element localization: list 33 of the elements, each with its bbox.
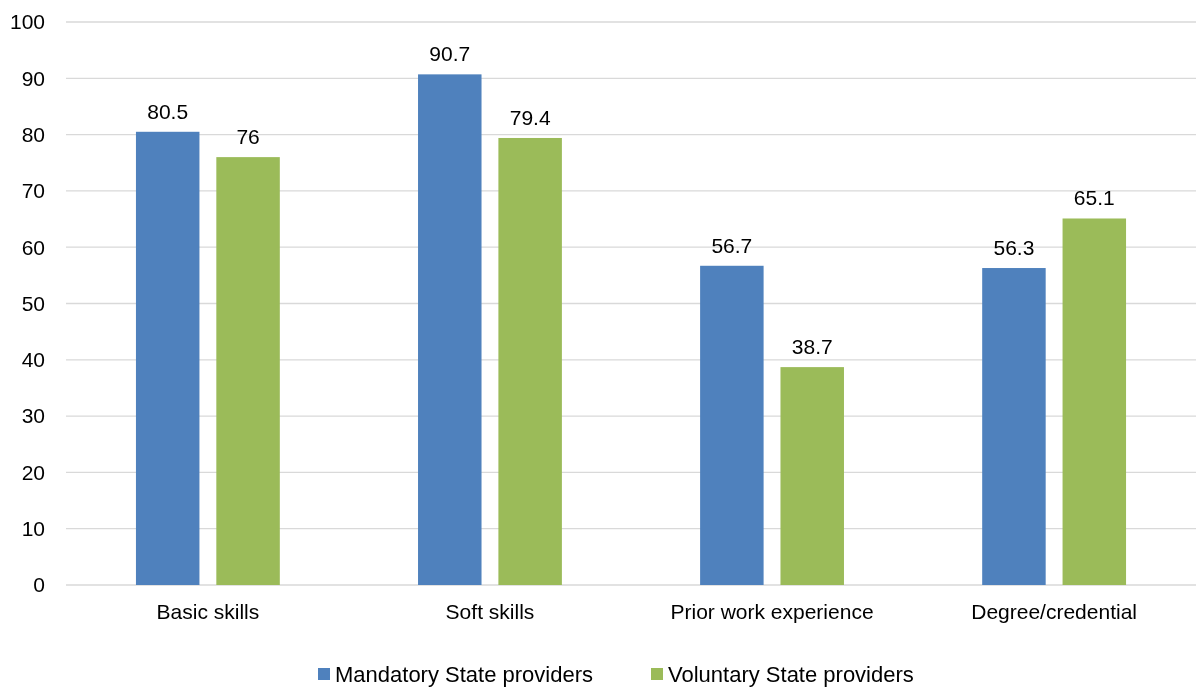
bar	[700, 265, 764, 585]
y-tick-label: 10	[21, 517, 45, 541]
data-label: 76	[236, 125, 260, 149]
y-tick-label: 20	[21, 460, 45, 484]
x-tick-label: Soft skills	[445, 600, 535, 623]
bar	[418, 74, 482, 585]
data-label: 80.5	[147, 99, 189, 123]
y-tick-label: 30	[21, 404, 45, 428]
data-label: 79.4	[509, 105, 551, 129]
data-label: 56.3	[993, 236, 1035, 260]
bar	[498, 137, 562, 585]
y-tick-label: 90	[21, 66, 45, 90]
y-tick-label: 100	[9, 10, 45, 34]
y-tick-label: 80	[21, 122, 45, 146]
bar	[216, 157, 280, 585]
y-tick-label: 50	[21, 291, 45, 315]
x-tick-label: Prior work experience	[670, 600, 874, 623]
bar	[1062, 218, 1127, 585]
y-tick-label: 40	[21, 348, 45, 372]
data-label: 90.7	[429, 42, 471, 66]
y-tick-label: 60	[21, 235, 45, 259]
y-tick-label: 70	[21, 179, 45, 203]
y-tick-label: 0	[33, 573, 45, 597]
legend-label: Voluntary State providers	[668, 662, 914, 687]
legend-label: Mandatory State providers	[335, 662, 594, 687]
bar	[780, 367, 844, 585]
x-tick-label: Degree/credential	[971, 600, 1137, 623]
bar	[982, 268, 1046, 585]
data-label: 38.7	[791, 335, 833, 359]
data-label: 56.7	[711, 233, 753, 257]
bar	[135, 131, 200, 585]
data-label: 65.1	[1073, 186, 1115, 210]
x-tick-label: Basic skills	[156, 600, 260, 623]
